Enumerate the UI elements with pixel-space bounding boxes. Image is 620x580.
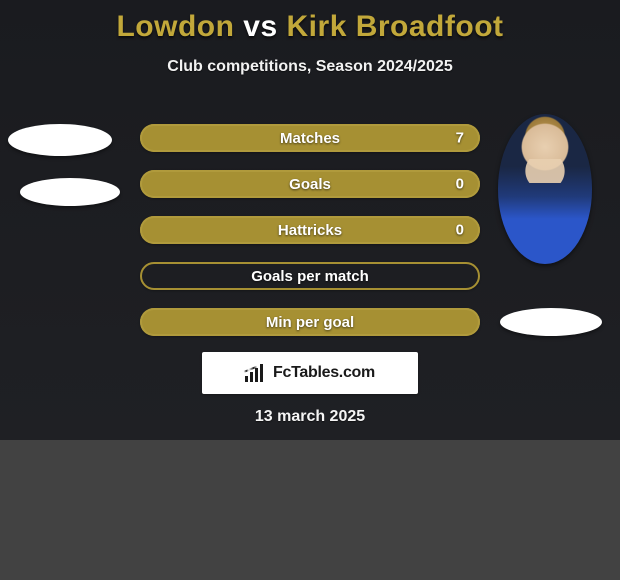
stat-bar-hattricks: Hattricks 0	[140, 216, 480, 244]
stat-label: Goals	[289, 176, 331, 193]
stat-label: Min per goal	[266, 314, 354, 331]
title-vs: vs	[243, 10, 277, 43]
subtitle: Club competitions, Season 2024/2025	[0, 58, 620, 76]
stat-value: 0	[456, 176, 464, 193]
empty-area	[0, 440, 620, 580]
right-marker	[500, 308, 602, 336]
page-title: Lowdon vs Kirk Broadfoot	[0, 0, 620, 44]
bar-chart-icon	[245, 364, 267, 382]
stat-value: 7	[456, 130, 464, 147]
stat-label: Matches	[280, 130, 340, 147]
left-marker-1	[8, 124, 112, 156]
left-marker-2	[20, 178, 120, 206]
comparison-card: Lowdon vs Kirk Broadfoot Club competitio…	[0, 0, 620, 440]
stat-label: Hattricks	[278, 222, 342, 239]
stat-bar-matches: Matches 7	[140, 124, 480, 152]
brand-badge[interactable]: FcTables.com	[202, 352, 418, 394]
stat-label: Goals per match	[251, 268, 369, 285]
stat-bar-min-per-goal: Min per goal	[140, 308, 480, 336]
title-player1: Lowdon	[116, 10, 234, 43]
stat-bar-goals-per-match: Goals per match	[140, 262, 480, 290]
stat-bar-goals: Goals 0	[140, 170, 480, 198]
date-line: 13 march 2025	[0, 408, 620, 426]
title-player2: Kirk Broadfoot	[287, 10, 504, 43]
player2-portrait	[498, 114, 592, 264]
stat-bars: Matches 7 Goals 0 Hattricks 0 Goals per …	[140, 124, 480, 336]
stat-value: 0	[456, 222, 464, 239]
brand-text: FcTables.com	[273, 364, 375, 382]
